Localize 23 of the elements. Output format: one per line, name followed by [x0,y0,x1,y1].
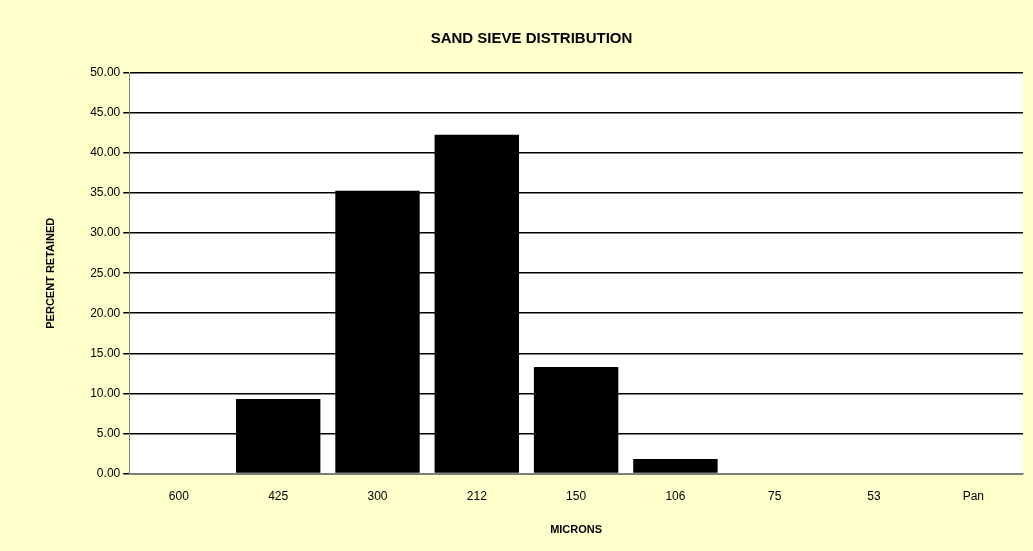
x-tick-label: 75 [768,488,782,503]
y-tick-label: 40.00 [90,145,121,160]
y-axis-title: PERCENT RETAINED [43,217,56,329]
x-tick-label: Pan [962,488,985,503]
y-tick-label: 5.00 [96,425,121,440]
x-tick-label: 300 [367,488,388,503]
y-tick-label: 30.00 [90,225,121,240]
x-tick-label: 106 [665,488,686,503]
y-tick-label: 50.00 [90,65,121,80]
x-tick-label: 425 [268,488,289,503]
x-tick-label: 53 [867,488,882,503]
y-tick-label: 10.00 [90,385,121,400]
y-tick-label: 0.00 [96,465,121,480]
y-tick-label: 35.00 [90,185,121,200]
y-tick-label: 20.00 [90,305,121,320]
x-tick-label: 212 [466,488,488,503]
x-axis-title: MICRONS [550,523,603,536]
x-tick-label: 150 [566,488,587,503]
x-tick-label: 600 [168,488,190,503]
y-tick-label: 15.00 [90,345,121,360]
y-tick-label: 25.00 [90,265,121,280]
y-tick-label: 45.00 [90,105,121,120]
chart-title: SAND SIEVE DISTRIBUTION [430,29,633,47]
